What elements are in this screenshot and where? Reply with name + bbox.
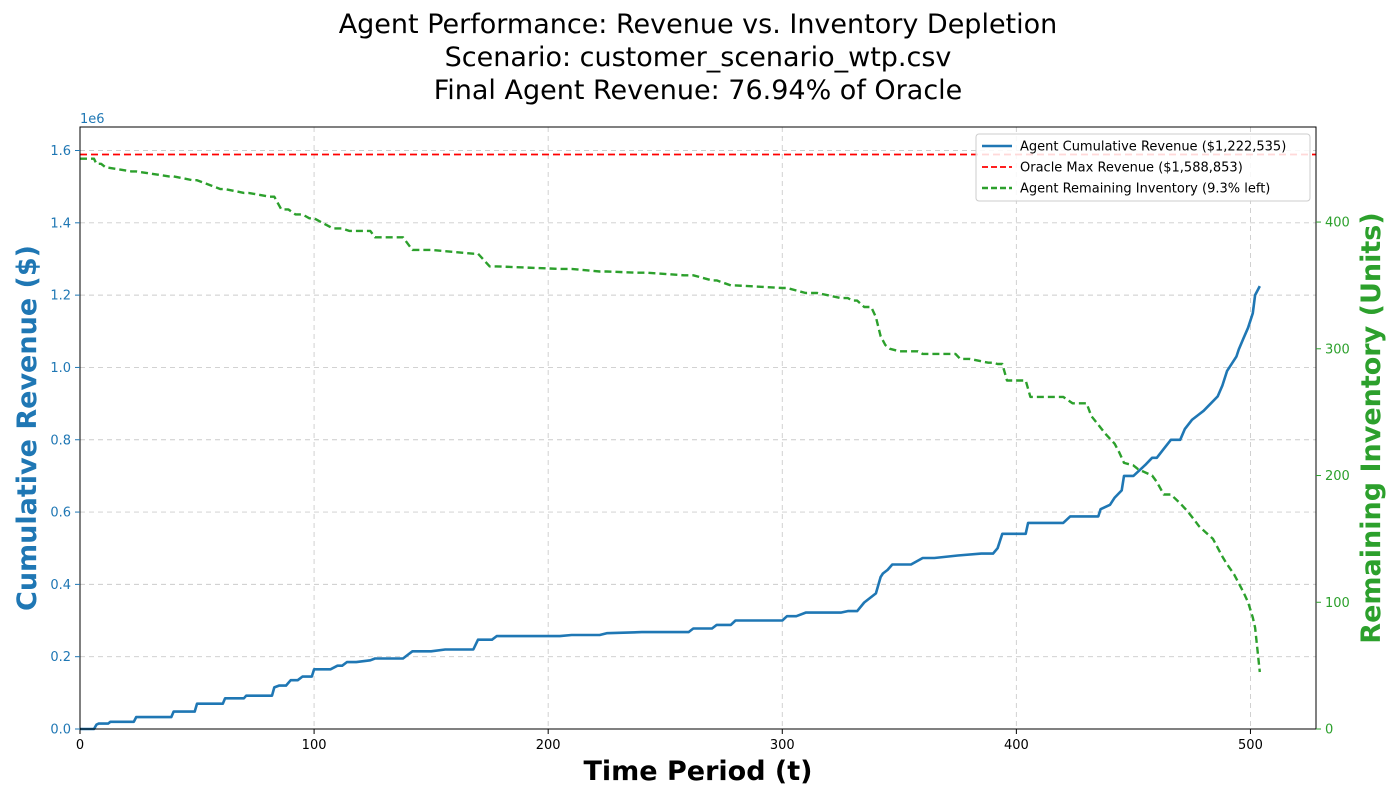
y-left-tick-label: 1.4 bbox=[50, 216, 71, 231]
x-axis-label: Time Period (t) bbox=[583, 756, 812, 787]
y-axis-right-label: Remaining Inventory (Units) bbox=[1356, 212, 1387, 643]
legend-item-oracle-label: Oracle Max Revenue ($1,588,853) bbox=[1020, 161, 1243, 176]
titles: Agent Performance: Revenue vs. Inventory… bbox=[12, 9, 1387, 787]
plot-frame bbox=[79, 126, 1317, 730]
y-left-tick-label: 0.4 bbox=[50, 578, 71, 593]
legend-item-inventory-label: Agent Remaining Inventory (9.3% left) bbox=[1020, 182, 1270, 197]
y-left-tick-label: 0.2 bbox=[50, 650, 71, 665]
x-tick-label: 500 bbox=[1238, 738, 1263, 753]
x-tick-label: 100 bbox=[302, 738, 327, 753]
chart-title-line-1: Agent Performance: Revenue vs. Inventory… bbox=[339, 9, 1058, 40]
y-left-tick-label: 0.6 bbox=[50, 506, 71, 521]
y-right-tick-label: 0 bbox=[1325, 723, 1333, 738]
x-tick-label: 400 bbox=[1004, 738, 1029, 753]
y-right-tick-label: 300 bbox=[1325, 342, 1350, 357]
chart-title-line-3: Final Agent Revenue: 76.94% of Oracle bbox=[434, 75, 963, 106]
y-right-tick-label: 100 bbox=[1325, 596, 1350, 611]
y-left-tick-label: 1.0 bbox=[50, 361, 71, 376]
y-left-tick-label: 0.0 bbox=[50, 723, 71, 738]
y-left-tick-label: 1.2 bbox=[50, 289, 71, 304]
x-tick-label: 300 bbox=[770, 738, 795, 753]
x-tick-label: 0 bbox=[76, 738, 84, 753]
inventory-series-line bbox=[80, 157, 1261, 673]
y-left-tick-label: 1.6 bbox=[50, 144, 71, 159]
legend-box bbox=[975, 133, 1311, 202]
revenue-series-line bbox=[80, 285, 1261, 731]
grid bbox=[79, 127, 1316, 730]
y-right-tick-label: 400 bbox=[1325, 216, 1350, 231]
chart-title-line-2: Scenario: customer_scenario_wtp.csv bbox=[445, 42, 952, 73]
legend: Agent Cumulative Revenue ($1,222,535) Ora… bbox=[975, 133, 1311, 202]
legend-item-revenue-label: Agent Cumulative Revenue ($1,222,535) bbox=[1020, 140, 1286, 155]
y-axis-left-label: Cumulative Revenue ($) bbox=[12, 245, 43, 611]
axes: 1e6 0 100 200 300 400 500 0.0 0.2 0.4 0.6 0.8 1.0 1.… bbox=[50, 112, 1350, 753]
y-right-tick-label: 200 bbox=[1325, 469, 1350, 484]
x-tick-label: 200 bbox=[536, 738, 561, 753]
series-layer bbox=[80, 153, 1316, 731]
y-left-tick-label: 0.8 bbox=[50, 433, 71, 448]
left-axis-offset-text: 1e6 bbox=[80, 112, 105, 127]
